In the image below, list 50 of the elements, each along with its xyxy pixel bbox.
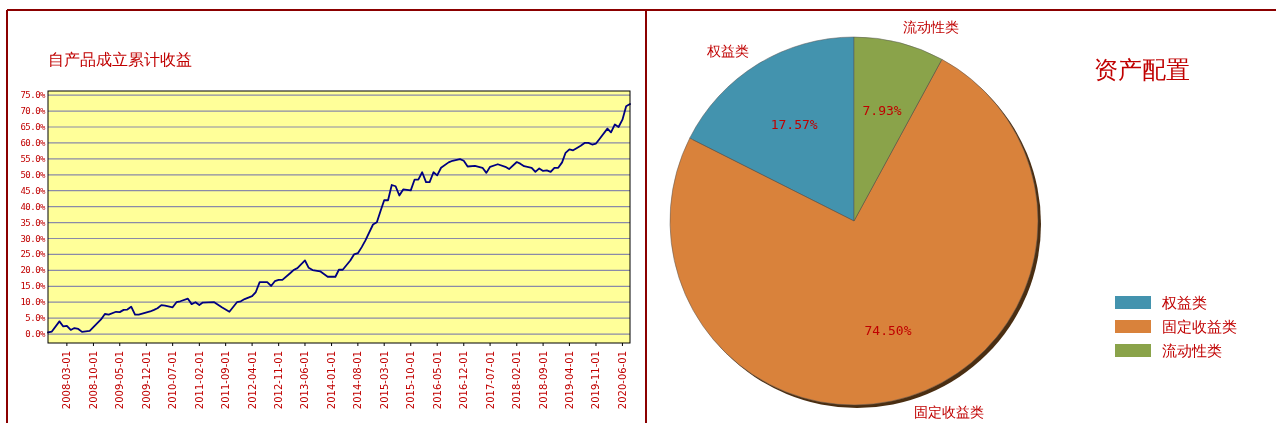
x-tick-label: 2019-04-01 xyxy=(563,351,575,410)
x-tick-label: 2015-10-01 xyxy=(405,351,417,410)
y-tick-label: 40.0% xyxy=(20,201,47,212)
y-tick-label: 25.0% xyxy=(20,249,47,260)
y-tick-label: 50.0% xyxy=(20,169,47,180)
x-tick-label: 2016-12-01 xyxy=(458,351,470,410)
x-tick-label: 2008-10-01 xyxy=(87,351,99,410)
text: 资产配置 xyxy=(1094,56,1190,84)
x-tick-label: 2011-02-01 xyxy=(193,351,205,410)
slice-label: 流动性类 xyxy=(903,19,960,36)
x-tick-label: 2014-08-01 xyxy=(352,351,364,410)
line-series xyxy=(47,103,631,334)
y-tick-label: 5.0% xyxy=(25,313,47,324)
x-tick-label: 2018-02-01 xyxy=(511,351,523,410)
y-tick-label: 45.0% xyxy=(20,185,47,196)
legend-label: 流动性类 xyxy=(1162,342,1222,360)
x-tick-label: 2017-07-01 xyxy=(484,351,496,410)
x-tick-label: 2010-07-01 xyxy=(167,351,179,410)
x-tick-label: 2013-06-01 xyxy=(299,351,311,410)
y-tick-label: 15.0% xyxy=(20,281,47,292)
x-tick-label: 2012-11-01 xyxy=(273,351,285,410)
data-label: 74.50% xyxy=(864,322,912,338)
x-tick-label: 2020-06-01 xyxy=(616,351,628,410)
y-tick-label: 70.0% xyxy=(20,106,47,117)
slice-label: 权益类 xyxy=(706,42,750,59)
y-tick-label: 20.0% xyxy=(20,265,47,276)
x-tick-label: 2012-04-01 xyxy=(246,351,258,410)
y-tick-label: 60.0% xyxy=(20,137,47,148)
x-tick-label: 2008-03-01 xyxy=(61,351,73,410)
data-label: 7.93% xyxy=(862,103,902,119)
x-tick-label: 2011-09-01 xyxy=(220,351,232,410)
x-tick-label: 2014-01-01 xyxy=(326,351,338,410)
data-label: 17.57% xyxy=(770,116,818,132)
slice-label: 固定收益类 xyxy=(913,403,984,420)
y-tick-label: 65.0% xyxy=(20,122,47,132)
x-tick-label: 2018-09-01 xyxy=(537,351,549,410)
x-tick-label: 2009-05-01 xyxy=(114,351,126,410)
x-tick-label: 2019-11-01 xyxy=(590,351,602,410)
x-tick-label: 2015-03-01 xyxy=(378,351,390,410)
legend-label: 权益类 xyxy=(1161,294,1207,312)
y-tick-label: 10.0% xyxy=(20,297,47,308)
x-tick-label: 2016-05-01 xyxy=(431,351,443,410)
legend-label: 固定收益类 xyxy=(1162,318,1237,336)
y-tick-label: 30.0% xyxy=(20,233,47,244)
y-tick-label: 55.0% xyxy=(20,153,47,164)
y-tick-label: 0.0% xyxy=(25,329,47,340)
y-tick-label: 35.0% xyxy=(20,217,47,228)
x-tick-label: 2009-12-01 xyxy=(140,351,152,410)
chart-title: 自产品成立累计收益 xyxy=(48,50,192,69)
y-tick-label: 75.0% xyxy=(20,90,47,101)
